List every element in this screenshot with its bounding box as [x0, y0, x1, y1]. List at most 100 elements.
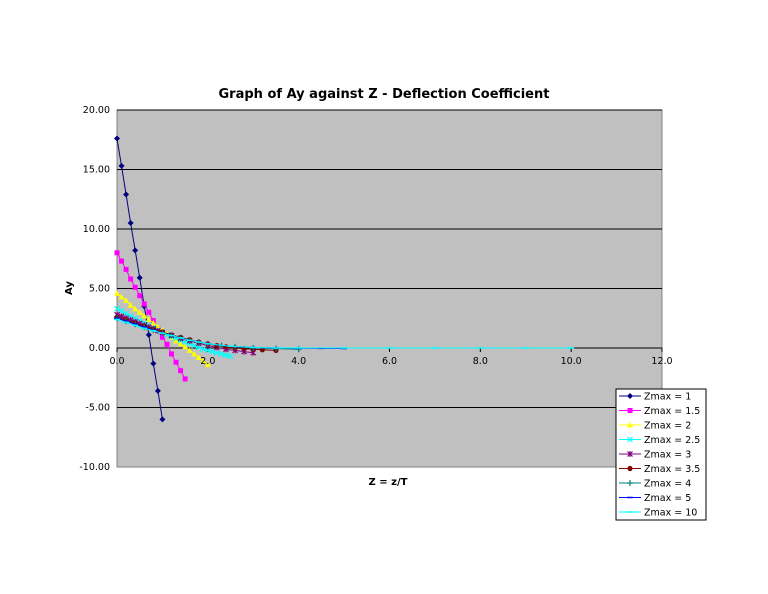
data-point: [132, 305, 139, 312]
legend-item: Zmax = 10: [619, 508, 697, 519]
legend-item: Zmax = 1.5: [619, 406, 700, 417]
data-point: [182, 343, 189, 350]
data-point: [118, 293, 125, 300]
data-point: [150, 360, 157, 367]
y-tick-label: -5.00: [85, 403, 110, 414]
data-point: [204, 347, 211, 354]
data-point: [137, 293, 143, 299]
legend-item: Zmax = 5: [619, 493, 691, 504]
data-point: [218, 351, 225, 357]
data-point: [145, 331, 152, 338]
data-point: [118, 162, 125, 169]
y-tick-label: 10.00: [83, 224, 110, 235]
data-point: [195, 354, 202, 361]
data-point: [146, 309, 152, 315]
x-tick-label: 4.0: [291, 356, 306, 367]
data-point: [169, 351, 174, 357]
data-point: [136, 274, 143, 281]
legend-item: Zmax = 3.5: [619, 464, 700, 475]
y-tick-label: 5.00: [89, 284, 110, 295]
data-point: [177, 340, 184, 347]
x-tick-label: 10.0: [561, 356, 582, 367]
data-point: [141, 312, 148, 319]
y-tick-label: 0.00: [89, 343, 110, 354]
series-1: [114, 135, 166, 423]
data-point: [118, 308, 125, 315]
data-point: [150, 320, 157, 326]
data-point: [127, 302, 134, 308]
data-point: [114, 305, 120, 312]
data-point: [191, 342, 198, 349]
legend-item: Zmax = 3: [619, 450, 691, 461]
data-point: [200, 358, 207, 364]
data-point: [132, 284, 138, 290]
legend-swatch-marker: [627, 451, 633, 457]
data-point: [123, 266, 129, 272]
legend: Zmax = 1 Zmax = 1.5 Zmax = 2 Zmax = 2.5 Zmax…: [615, 388, 707, 521]
data-point: [128, 276, 134, 282]
legend-swatch-marker: [627, 480, 633, 486]
legend-item: Zmax = 2: [619, 421, 691, 432]
data-point: [119, 258, 125, 264]
legend-label: Zmax = 2: [644, 421, 691, 432]
data-point: [114, 250, 120, 256]
data-point: [173, 359, 179, 365]
data-point: [164, 341, 170, 347]
x-tick-label: 2.0: [200, 356, 215, 367]
legend-label: Zmax = 10: [644, 508, 697, 519]
legend-swatch-marker: [627, 393, 633, 399]
data-point: [114, 135, 120, 142]
data-point: [141, 301, 147, 307]
x-tick-label: 0.0: [109, 356, 124, 367]
data-point: [227, 353, 234, 360]
data-point: [191, 350, 198, 357]
legend-label: Zmax = 1.5: [644, 406, 700, 417]
legend-swatch-marker: [627, 422, 633, 428]
x-axis-title: Z = z/T: [369, 477, 408, 488]
data-point: [123, 297, 130, 303]
data-point: [200, 346, 207, 353]
y-axis-title: Ay: [64, 281, 75, 295]
data-point: [223, 352, 229, 359]
x-tick-label: 6.0: [382, 356, 397, 367]
data-point: [145, 316, 152, 322]
data-point: [186, 347, 193, 353]
legend-items: Zmax = 1 Zmax = 1.5 Zmax = 2 Zmax = 2.5 Zmax…: [619, 392, 700, 519]
legend-label: Zmax = 5: [644, 493, 691, 504]
x-tick-label: 12.0: [651, 356, 672, 367]
series-group: [114, 135, 575, 423]
data-point: [123, 310, 130, 317]
legend-swatch-marker: [627, 436, 633, 443]
data-point: [182, 376, 188, 382]
legend-label: Zmax = 2.5: [644, 435, 700, 446]
data-point: [123, 191, 130, 198]
data-point: [159, 416, 166, 423]
legend-swatch-marker: [627, 465, 633, 472]
data-point: [136, 309, 143, 315]
data-point: [132, 247, 139, 254]
legend-swatch-marker: [627, 408, 633, 413]
y-tick-label: -10.00: [79, 462, 110, 473]
data-point: [154, 323, 161, 330]
y-tick-label: 20.00: [83, 105, 110, 116]
series-line: [116, 252, 186, 380]
y-tick-label: 15.00: [83, 165, 110, 176]
tick-labels: 0.0 2.0 4.0 6.0 8.0 10.0 12.0 20.00 15.00 10.00 5.…: [79, 105, 672, 473]
data-point: [209, 348, 216, 355]
data-point: [159, 334, 165, 340]
data-point: [204, 361, 211, 368]
chart-title: Graph of Ay against Z - Deflection Coeff…: [219, 87, 550, 102]
legend-item: Zmax = 1: [619, 392, 691, 403]
legend-item: Zmax = 4: [619, 479, 691, 490]
data-point: [114, 290, 120, 296]
legend-label: Zmax = 3: [644, 450, 691, 461]
legend-label: Zmax = 4: [644, 479, 691, 490]
data-point: [173, 337, 180, 344]
legend-item: Zmax = 2.5: [619, 435, 700, 446]
data-point: [154, 387, 161, 394]
legend-label: Zmax = 3.5: [644, 464, 700, 475]
x-tick-label: 8.0: [473, 356, 488, 367]
data-point: [127, 220, 134, 227]
data-point: [213, 349, 220, 356]
